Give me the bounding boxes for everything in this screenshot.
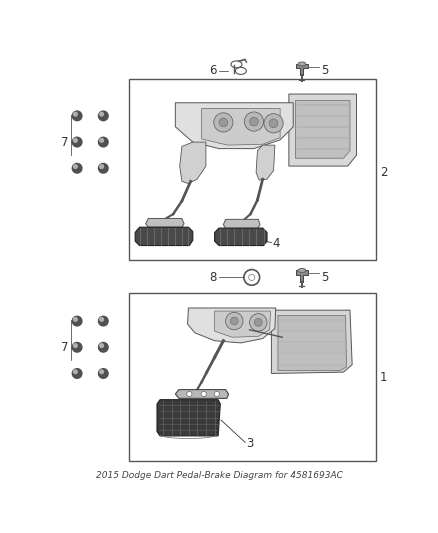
Circle shape bbox=[201, 391, 206, 397]
Text: 2: 2 bbox=[380, 166, 387, 179]
Circle shape bbox=[249, 274, 255, 280]
Circle shape bbox=[72, 111, 82, 120]
Circle shape bbox=[269, 119, 278, 128]
Circle shape bbox=[100, 139, 103, 142]
Polygon shape bbox=[289, 94, 357, 166]
Text: 3: 3 bbox=[247, 437, 254, 450]
Bar bbox=[130, 293, 376, 461]
Polygon shape bbox=[223, 220, 260, 229]
Circle shape bbox=[100, 370, 103, 374]
Polygon shape bbox=[215, 228, 267, 246]
Text: 7: 7 bbox=[61, 341, 68, 354]
Circle shape bbox=[250, 313, 267, 331]
Circle shape bbox=[99, 316, 108, 326]
Polygon shape bbox=[175, 390, 229, 398]
Circle shape bbox=[100, 318, 103, 321]
Text: 4: 4 bbox=[273, 237, 280, 250]
Circle shape bbox=[72, 138, 82, 147]
Text: 2015 Dodge Dart Pedal-Brake Diagram for 4581693AC: 2015 Dodge Dart Pedal-Brake Diagram for … bbox=[95, 471, 343, 480]
Bar bbox=[130, 79, 376, 260]
Circle shape bbox=[72, 369, 82, 378]
Text: 6: 6 bbox=[209, 64, 217, 77]
Text: 5: 5 bbox=[321, 271, 329, 284]
Circle shape bbox=[214, 391, 219, 397]
Text: 8: 8 bbox=[209, 271, 217, 284]
Circle shape bbox=[99, 343, 108, 352]
Polygon shape bbox=[256, 145, 275, 180]
Polygon shape bbox=[180, 142, 206, 183]
Circle shape bbox=[244, 270, 260, 285]
Circle shape bbox=[214, 113, 233, 132]
Circle shape bbox=[99, 164, 108, 173]
Circle shape bbox=[74, 318, 77, 321]
Polygon shape bbox=[296, 64, 307, 75]
Polygon shape bbox=[175, 103, 293, 149]
Polygon shape bbox=[272, 310, 352, 374]
Polygon shape bbox=[146, 219, 184, 227]
Circle shape bbox=[226, 312, 243, 330]
Circle shape bbox=[244, 112, 264, 131]
Circle shape bbox=[99, 138, 108, 147]
Circle shape bbox=[219, 118, 228, 127]
Circle shape bbox=[74, 112, 77, 116]
Ellipse shape bbox=[298, 62, 306, 66]
Circle shape bbox=[100, 344, 103, 348]
Circle shape bbox=[230, 317, 238, 325]
Circle shape bbox=[100, 112, 103, 116]
Polygon shape bbox=[201, 108, 280, 145]
Circle shape bbox=[264, 114, 283, 133]
Circle shape bbox=[72, 343, 82, 352]
Circle shape bbox=[74, 370, 77, 374]
Circle shape bbox=[99, 369, 108, 378]
Circle shape bbox=[254, 318, 262, 326]
Polygon shape bbox=[187, 308, 276, 343]
Circle shape bbox=[74, 344, 77, 348]
Circle shape bbox=[72, 164, 82, 173]
Circle shape bbox=[72, 316, 82, 326]
Circle shape bbox=[74, 139, 77, 142]
Circle shape bbox=[99, 111, 108, 120]
Text: 1: 1 bbox=[380, 372, 387, 384]
Text: 5: 5 bbox=[321, 64, 329, 77]
Text: 7: 7 bbox=[61, 135, 68, 149]
Polygon shape bbox=[157, 400, 220, 436]
Circle shape bbox=[100, 165, 103, 168]
Circle shape bbox=[74, 165, 77, 168]
Polygon shape bbox=[296, 270, 307, 282]
Circle shape bbox=[187, 391, 192, 397]
Polygon shape bbox=[135, 227, 193, 246]
Polygon shape bbox=[278, 316, 346, 370]
Polygon shape bbox=[215, 311, 271, 337]
Polygon shape bbox=[295, 101, 350, 158]
Ellipse shape bbox=[298, 269, 306, 272]
Circle shape bbox=[250, 117, 258, 126]
